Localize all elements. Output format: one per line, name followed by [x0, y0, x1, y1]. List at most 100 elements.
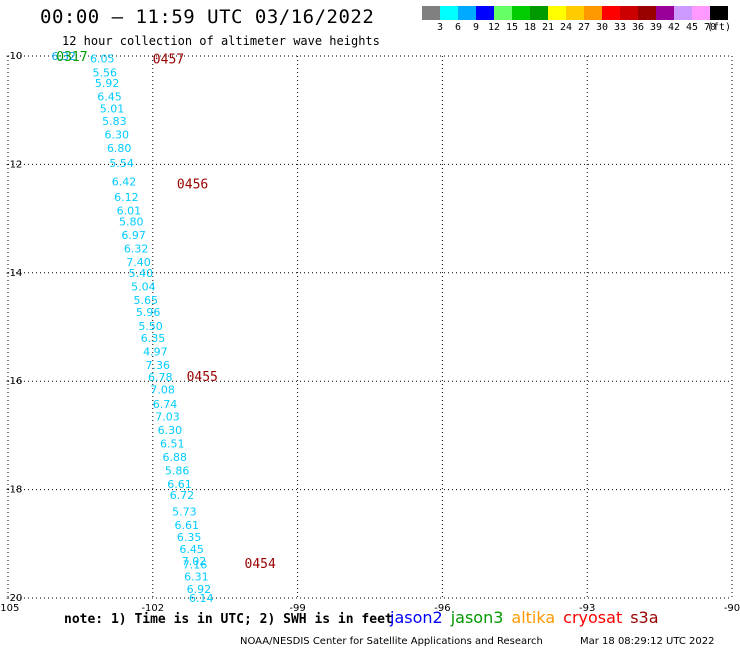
- y-tick-label: -20: [6, 593, 22, 604]
- pass-time-label: 0317: [56, 50, 87, 65]
- x-tick-label: -105: [0, 603, 19, 614]
- swh-value-label: 6.88: [162, 451, 187, 464]
- swh-value-label: 5.54: [109, 157, 134, 170]
- swh-value-label: 5.96: [136, 306, 161, 319]
- color-swatch: [620, 6, 638, 20]
- swh-value-label: 6.32: [51, 50, 76, 63]
- swh-value-label: 5.50: [138, 320, 163, 333]
- color-swatch: [638, 6, 656, 20]
- x-tick-label: -99: [289, 603, 305, 614]
- pass-time-label: 0457: [153, 53, 184, 68]
- color-swatch: [530, 6, 548, 20]
- swh-value-label: 7.02: [182, 555, 207, 568]
- swh-value-label: 7.16: [183, 558, 208, 571]
- swh-value-label: 6.51: [160, 438, 185, 451]
- color-scale-label: 33: [613, 22, 627, 33]
- generated-timestamp: Mar 18 08:29:12 UTC 2022: [580, 636, 715, 647]
- swh-value-label: 5.80: [119, 215, 144, 228]
- color-swatch: [584, 6, 602, 20]
- legend-item-jason3: jason3: [450, 608, 504, 627]
- swh-value-label: 5.40: [129, 267, 154, 280]
- swh-value-label: 5.86: [165, 465, 190, 478]
- color-scale-label: 9: [472, 22, 480, 33]
- color-swatch: [512, 6, 530, 20]
- y-tick-label: -18: [6, 485, 22, 496]
- color-scale-label: 36: [631, 22, 645, 33]
- swh-value-label: 4.97: [143, 345, 168, 358]
- chart-title: 00:00 – 11:59 UTC 03/16/2022: [40, 6, 375, 28]
- x-tick-label: -90: [724, 603, 740, 614]
- swh-value-label: 6.80: [107, 142, 131, 155]
- color-swatch: [656, 6, 674, 20]
- color-scale-label: 42: [667, 22, 681, 33]
- swh-value-label: 6.12: [114, 191, 139, 204]
- y-tick-label: -14: [6, 268, 22, 279]
- swh-value-label: 6.92: [187, 583, 212, 596]
- color-swatch: [602, 6, 620, 20]
- swh-value-label: 6.45: [97, 91, 122, 104]
- x-tick-label: -96: [434, 603, 450, 614]
- swh-value-label: 6.05: [90, 53, 115, 66]
- y-tick-label: -16: [6, 376, 22, 387]
- x-tick-label: -102: [141, 603, 164, 614]
- legend-item-altika: altika: [511, 608, 556, 627]
- color-swatch: [692, 6, 710, 20]
- swh-value-label: 7.03: [155, 410, 180, 423]
- color-swatch: [674, 6, 692, 20]
- swh-value-label: 6.30: [105, 129, 129, 142]
- swh-value-label: 6.61: [167, 478, 192, 491]
- color-scale-label: 3: [436, 22, 444, 33]
- pass-time-label: 0455: [187, 370, 218, 385]
- chart-subtitle: 12 hour collection of altimeter wave hei…: [62, 34, 380, 48]
- pass-time-label: 0456: [177, 177, 208, 192]
- color-scale-bar: [422, 6, 728, 20]
- color-scale-label: 27: [577, 22, 591, 33]
- footnote: note: 1) Time is in UTC; 2) SWH is in fe…: [64, 612, 393, 627]
- color-swatch: [476, 6, 494, 20]
- y-tick-label: -12: [6, 159, 22, 170]
- swh-value-label: 6.42: [112, 176, 137, 189]
- legend-item-cryosat: cryosat: [563, 608, 623, 627]
- color-scale-label: 21: [541, 22, 555, 33]
- color-scale-label: 30: [595, 22, 609, 33]
- color-scale-label: (ft): [706, 22, 732, 33]
- color-scale-label: 15: [505, 22, 519, 33]
- color-scale-label: 39: [649, 22, 663, 33]
- y-tick-label: -10: [6, 51, 22, 62]
- legend-item-jason2: jason2: [390, 608, 443, 627]
- swh-value-label: 7.36: [146, 359, 171, 372]
- swh-value-label: 7.40: [126, 256, 150, 269]
- color-scale-label: 6: [454, 22, 462, 33]
- color-scale-labels: 3 6 9 12 15 18 21 24 27 30 33 36 39 42 45 70 (ft): [422, 22, 732, 34]
- pass-time-label: 0454: [245, 557, 276, 572]
- color-swatch: [494, 6, 512, 20]
- color-swatch: [548, 6, 566, 20]
- swh-value-label: 6.61: [175, 519, 200, 532]
- swh-value-label: 6.30: [158, 424, 183, 437]
- swh-value-label: 6.74: [153, 398, 178, 411]
- swh-value-label: 5.04: [131, 280, 156, 293]
- color-scale-label: 70: [703, 22, 717, 33]
- swh-value-label: 6.31: [184, 570, 209, 583]
- swh-value-label: 6.72: [170, 489, 195, 502]
- swh-value-label: 5.73: [172, 505, 197, 518]
- credit-text: NOAA/NESDIS Center for Satellite Applica…: [240, 636, 543, 647]
- swh-value-label: 5.56: [92, 66, 117, 79]
- color-swatch: [566, 6, 584, 20]
- swh-value-label: 6.78: [148, 371, 173, 384]
- color-swatch: [440, 6, 458, 20]
- satellite-legend: jason2 jason3 altika cryosat s3a: [390, 608, 667, 627]
- swh-value-label: 6.14: [189, 592, 214, 605]
- swh-value-label: 5.83: [102, 115, 127, 128]
- color-swatch: [422, 6, 440, 20]
- swh-value-label: 6.01: [117, 204, 142, 217]
- swh-value-label: 6.97: [121, 229, 146, 242]
- x-tick-label: -93: [579, 603, 595, 614]
- swh-value-label: 6.35: [141, 332, 166, 345]
- swh-value-label: 5.01: [100, 103, 125, 116]
- swh-value-label: 5.92: [95, 77, 120, 90]
- color-scale-label: 24: [559, 22, 573, 33]
- color-scale-label: 12: [487, 22, 501, 33]
- color-scale-label: 18: [523, 22, 537, 33]
- color-swatch: [458, 6, 476, 20]
